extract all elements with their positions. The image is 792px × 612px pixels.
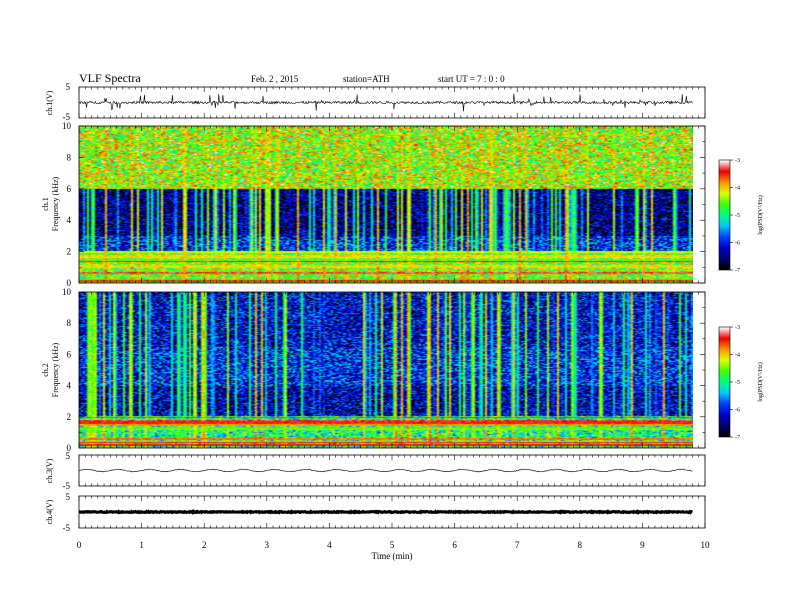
colorbar-tick-label: -4 bbox=[735, 353, 740, 359]
ch3-waveform-panel: 5 -5 ch.3(V) bbox=[45, 451, 706, 491]
ch2-spectrogram-ylabel: Frequency (kHz) bbox=[51, 342, 60, 397]
ch1-waveform-xticks bbox=[78, 87, 706, 118]
ch2-colorbar-label: log(PSD(V²/Hz) bbox=[757, 362, 764, 401]
ch1-spectrogram-yticks: 0 2 4 6 8 10 bbox=[62, 121, 705, 288]
ch1-spectrogram-panel: 0 2 4 6 8 10 ch.1 Frequency (kHz) bbox=[41, 121, 706, 288]
time-axis-tick-label: 6 bbox=[452, 540, 457, 550]
ch2-channel-label: ch.2 bbox=[41, 363, 50, 377]
time-axis-tick-label: 3 bbox=[265, 540, 270, 550]
colorbar-tick-label: -5 bbox=[735, 380, 740, 386]
frequency-tick-label: 6 bbox=[67, 184, 72, 194]
frequency-tick-label: 8 bbox=[67, 318, 72, 328]
time-axis-tick-label: 8 bbox=[578, 540, 583, 550]
time-axis-tick-label: 0 bbox=[77, 540, 82, 550]
ch4-waveform-ylabel: ch.4(V) bbox=[45, 499, 54, 524]
frequency-tick-label: 0 bbox=[67, 443, 72, 453]
time-axis-tick-label: 10 bbox=[701, 540, 711, 550]
ch1-spectrogram-image bbox=[79, 126, 693, 283]
colorbar-tick-label: -6 bbox=[735, 241, 740, 247]
ch2-spectrogram-panel: 0 2 4 6 8 10 ch.2 Frequency (kHz) bbox=[41, 287, 706, 453]
frequency-tick-label: 10 bbox=[62, 287, 72, 297]
ch1-waveform-ylabel: ch.1(V) bbox=[45, 90, 54, 115]
ch3-ytick-top: 5 bbox=[66, 451, 71, 461]
ch2-spectrogram-xticks bbox=[78, 292, 706, 448]
ch3-waveform-xticks bbox=[78, 455, 706, 486]
start-time-label: start UT = 7 : 0 : 0 bbox=[438, 74, 505, 84]
frequency-tick-label: 8 bbox=[67, 152, 72, 162]
ch3-waveform-line bbox=[78, 468, 693, 473]
ch4-waveform-xticks bbox=[78, 496, 706, 528]
ch4-ytick-top: 5 bbox=[66, 492, 71, 502]
ch1-waveform-panel: 5 -5 ch.1(V) bbox=[45, 82, 706, 122]
ch1-ytick-bottom: -5 bbox=[63, 112, 71, 122]
time-axis-label: Time (min) bbox=[372, 551, 413, 561]
ch3-waveform-ylabel: ch.3(V) bbox=[45, 458, 54, 483]
frequency-tick-label: 4 bbox=[67, 215, 72, 225]
frequency-tick-label: 4 bbox=[67, 381, 72, 391]
date-label: Feb. 2 , 2015 bbox=[251, 74, 299, 84]
ch1-colorbar-label: log(PSD(V²/Hz) bbox=[757, 195, 764, 234]
time-axis-tick-label: 9 bbox=[640, 540, 645, 550]
ch1-spectrogram-xticks bbox=[78, 126, 706, 283]
ch3-ytick-bottom: -5 bbox=[63, 481, 71, 491]
time-axis-tick-label: 2 bbox=[202, 540, 207, 550]
ch1-colorbar-ticks: -3 -4 -5 -6 -7 bbox=[730, 158, 740, 274]
colorbar-tick-label: -7 bbox=[735, 435, 740, 441]
colorbar-tick-label: -6 bbox=[735, 408, 740, 414]
time-axis-tick-label: 5 bbox=[390, 540, 395, 550]
ch1-colorbar: -3 -4 -5 -6 -7 log(PSD(V²/Hz) bbox=[718, 158, 764, 274]
frequency-tick-label: 2 bbox=[67, 412, 72, 422]
ch1-ytick-top: 5 bbox=[66, 82, 71, 92]
time-axis-tick-label: 4 bbox=[327, 540, 332, 550]
colorbar-tick-label: -5 bbox=[735, 213, 740, 219]
frequency-tick-label: 0 bbox=[67, 278, 72, 288]
time-axis-tick-label: 7 bbox=[515, 540, 520, 550]
frequency-tick-label: 6 bbox=[67, 349, 72, 359]
frequency-tick-label: 2 bbox=[67, 247, 72, 257]
ch2-colorbar-gradient bbox=[719, 327, 730, 437]
ch2-spectrogram-image bbox=[79, 292, 693, 448]
figure-title: VLF Spectra bbox=[79, 71, 141, 85]
station-label: station=ATH bbox=[343, 74, 390, 84]
ch1-waveform-line bbox=[78, 93, 693, 112]
ch4-ytick-bottom: -5 bbox=[63, 523, 71, 533]
time-axis-tick-labels: 0 1 2 3 4 5 6 7 8 9 10 bbox=[77, 540, 710, 550]
ch1-colorbar-gradient bbox=[719, 160, 730, 270]
ch1-spectrogram-ylabel: Frequency (kHz) bbox=[51, 176, 60, 231]
ch4-waveform-panel: 5 -5 ch.4(V) bbox=[45, 492, 706, 533]
frequency-tick-label: 10 bbox=[62, 121, 72, 131]
ch4-waveform-line bbox=[78, 509, 693, 515]
colorbar-tick-label: -3 bbox=[735, 325, 740, 331]
ch2-colorbar: -3 -4 -5 -6 -7 log(PSD(V²/Hz) bbox=[718, 325, 764, 441]
figure-header: VLF Spectra Feb. 2 , 2015 station=ATH st… bbox=[79, 71, 505, 85]
ch1-channel-label: ch.1 bbox=[41, 197, 50, 211]
colorbar-tick-label: -3 bbox=[735, 158, 740, 164]
ch2-colorbar-ticks: -3 -4 -5 -6 -7 bbox=[730, 325, 740, 441]
colorbar-tick-label: -7 bbox=[735, 268, 740, 274]
time-axis-tick-label: 1 bbox=[139, 540, 144, 550]
ch2-spectrogram-yticks: 0 2 4 6 8 10 bbox=[62, 287, 705, 453]
colorbar-tick-label: -4 bbox=[735, 186, 740, 192]
